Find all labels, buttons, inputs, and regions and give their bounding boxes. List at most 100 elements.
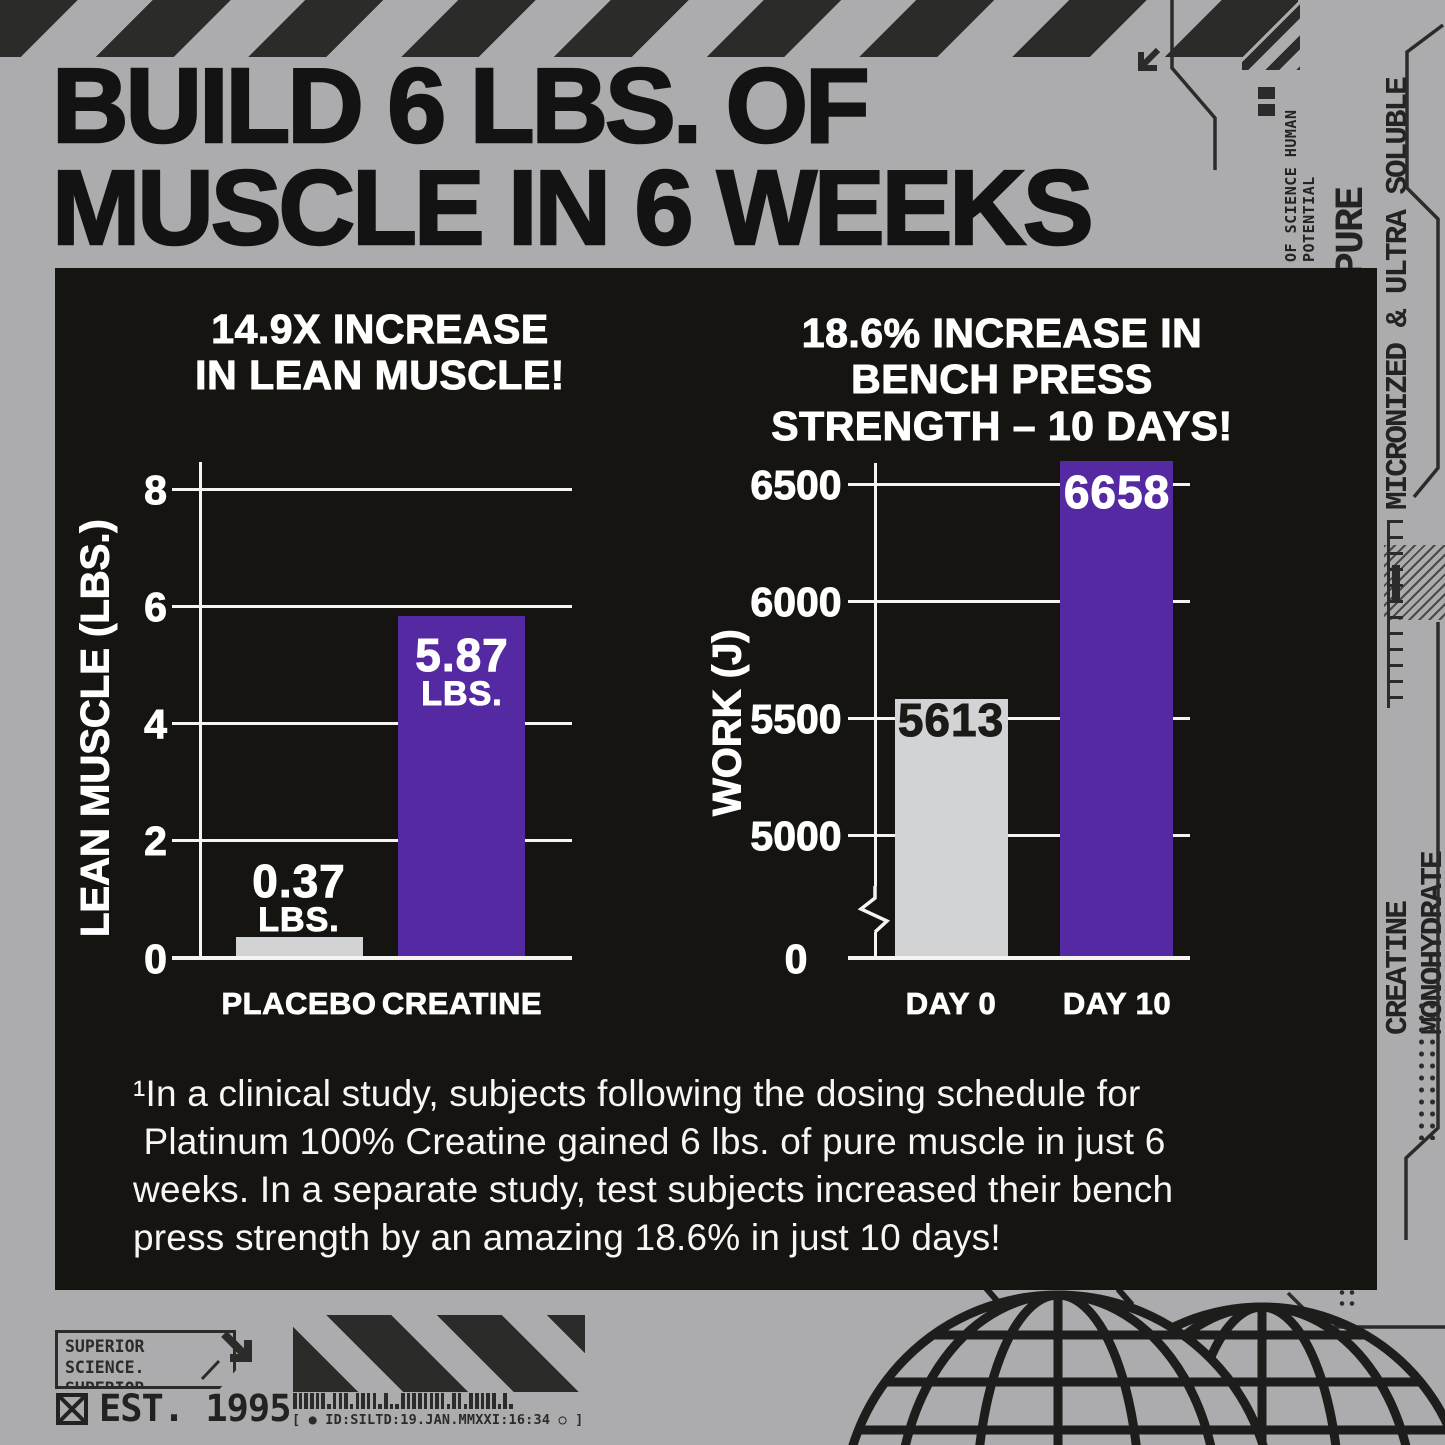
tagline-box-corner — [200, 1359, 221, 1381]
page-title: BUILD 6 LBS. OF MUSCLE IN 6 WEEKS — [51, 47, 1095, 267]
y-tick: 5000 — [750, 813, 842, 859]
y-axis-line — [199, 462, 202, 959]
barcode-bar — [463, 1404, 468, 1409]
gridline — [848, 483, 1190, 486]
barcode-bar — [310, 1393, 314, 1409]
bar-value-label: 0.37 LBS. — [252, 855, 346, 940]
hazard-stripes-bottom — [293, 1315, 585, 1392]
right-chart-title: 18.6% INCREASE IN BENCH PRESS STRENGTH –… — [722, 309, 1282, 449]
barcode-bar — [418, 1393, 422, 1409]
barcode-bar — [480, 1393, 485, 1409]
barcode-bar — [486, 1393, 490, 1409]
gridline — [848, 717, 1190, 720]
y-axis-line — [874, 463, 877, 886]
barcode-bar — [435, 1393, 439, 1409]
barcode-bar — [395, 1404, 399, 1409]
barcode-bar — [401, 1393, 405, 1409]
barcode-bar — [349, 1404, 354, 1409]
bar-day0 — [895, 699, 1008, 959]
barcode-bar — [361, 1393, 365, 1409]
x-label-placebo: PLACEBO — [221, 986, 377, 1022]
barcode-bar — [355, 1393, 360, 1409]
gridline — [848, 834, 1190, 837]
gridline — [172, 605, 572, 608]
barcode-bar — [475, 1393, 479, 1409]
barcode-bar — [293, 1393, 297, 1409]
barcode-bar — [429, 1393, 433, 1409]
tagline-line1: SUPERIOR SCIENCE. — [65, 1337, 145, 1377]
barcode-bar — [389, 1404, 394, 1409]
tagline-box: SUPERIOR SCIENCE. SUPERIOR RESULTS.™ — [55, 1330, 236, 1389]
x-axis-line — [172, 956, 572, 960]
hazard-stripes-top-right — [1242, 0, 1300, 70]
bar-value-label: 5613 — [897, 694, 1005, 746]
right-chart-title-line2: BENCH PRESS — [851, 356, 1153, 403]
y-tick: 0 — [784, 936, 808, 982]
barcode-bar — [315, 1393, 320, 1409]
pause-bars-icon — [1258, 87, 1275, 99]
left-chart-title: 14.9X INCREASE IN LEAN MUSCLE! — [150, 305, 610, 399]
barcode-bar — [298, 1393, 303, 1409]
barcode-bar — [412, 1393, 416, 1409]
axis-break-icon — [857, 886, 891, 934]
chart-panel: 14.9X INCREASE IN LEAN MUSCLE! LEAN MUSC… — [55, 268, 1377, 1290]
bar-placebo — [236, 937, 363, 959]
left-chart-title-line1: 14.9X INCREASE — [211, 305, 549, 352]
barcode-bar — [503, 1393, 507, 1409]
barcode-bar — [344, 1393, 348, 1409]
braille-dots-column — [1414, 998, 1440, 1140]
barcode-bar — [446, 1404, 451, 1409]
arrow-down-left-icon — [1138, 47, 1161, 71]
barcode-bar — [372, 1393, 377, 1409]
barcode-bar — [452, 1393, 456, 1409]
right-chart-title-line1: 18.6% INCREASE IN — [801, 309, 1203, 356]
bar-creatine — [398, 616, 525, 959]
hazard-stripes-top — [0, 0, 1298, 57]
tagline-line2: SUPERIOR RESULTS.™ — [65, 1379, 155, 1419]
footnote-text: ¹In a clinical study, subjects following… — [133, 1073, 1174, 1259]
y-axis-line — [874, 932, 877, 959]
y-tick: 5500 — [750, 696, 842, 742]
gridline — [172, 488, 572, 491]
y-tick: 8 — [144, 467, 168, 513]
barcode-bar — [321, 1393, 325, 1409]
y-tick: 4 — [144, 701, 168, 747]
hatch-mark — [1392, 565, 1400, 603]
barcode-bar — [423, 1393, 428, 1409]
y-tick: 6500 — [750, 462, 842, 508]
barcode-bar — [366, 1393, 371, 1409]
bar-value-label: 5.87 LBS. — [415, 629, 509, 714]
gridline — [848, 600, 1190, 603]
x-label-creatine: CREATINE — [381, 986, 543, 1022]
barcode-bar — [327, 1404, 331, 1409]
x-axis-line — [848, 956, 1190, 960]
frame-line-right — [1404, 23, 1445, 1240]
barcode-bar — [384, 1393, 388, 1409]
id-code-label: [ ● ID:SILTD:19.JAN.MMXXI:16:34 ○ ] — [292, 1412, 584, 1428]
headline-line1: BUILD 6 LBS. OF — [51, 47, 871, 165]
gridline — [172, 722, 572, 725]
right-chart-title-line3: STRENGTH – 10 DAYS! — [771, 402, 1233, 449]
x-label-day10: DAY 10 — [1062, 986, 1172, 1022]
left-chart-title-line2: IN LEAN MUSCLE! — [195, 352, 565, 399]
barcode-bar — [304, 1393, 308, 1409]
y-tick: 2 — [144, 818, 168, 864]
y-tick: 6000 — [750, 579, 842, 625]
bar-value-label: 6658 — [1063, 466, 1171, 518]
pause-bars-icon — [1258, 104, 1275, 116]
barcode-bar — [338, 1393, 342, 1409]
barcode-bar — [509, 1404, 513, 1409]
circuit-line — [1170, 0, 1217, 170]
x-label-day0: DAY 0 — [905, 986, 997, 1022]
barcode-bar — [440, 1393, 445, 1409]
barcode-bar — [378, 1404, 382, 1409]
barcode-bar — [457, 1393, 462, 1409]
barcode-bar — [406, 1393, 411, 1409]
barcode-bar — [492, 1393, 496, 1409]
barcode-bar — [469, 1393, 473, 1409]
barcode-bar — [332, 1393, 337, 1409]
headline-line2: MUSCLE IN 6 WEEKS — [51, 148, 1095, 267]
y-tick: 0 — [144, 936, 168, 982]
